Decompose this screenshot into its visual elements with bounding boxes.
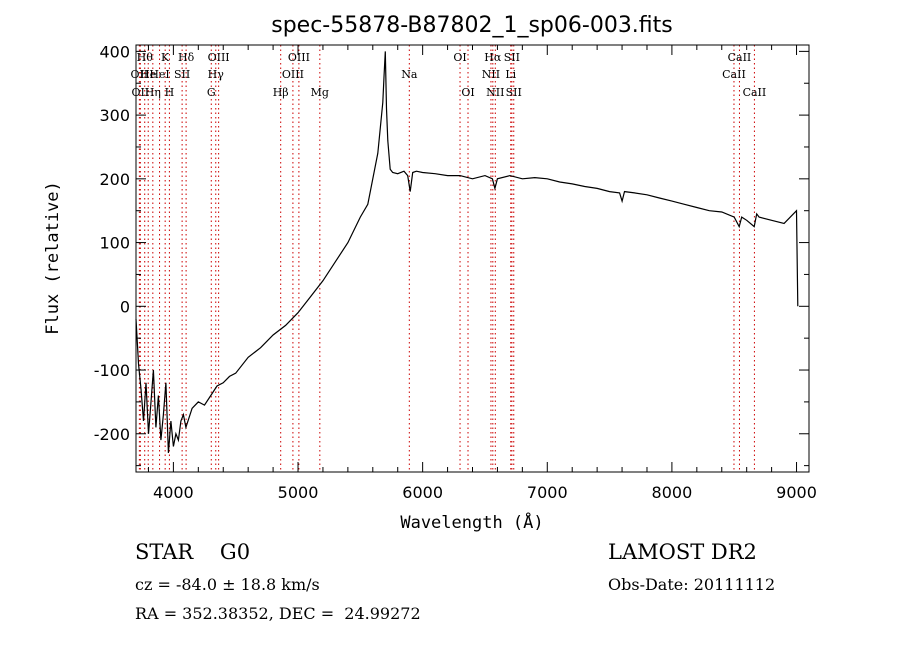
line-marker-label: OII bbox=[131, 68, 149, 81]
line-marker-label: Hη bbox=[145, 86, 161, 99]
line-marker-label: Mg bbox=[311, 86, 329, 99]
line-marker-label: Hα bbox=[484, 51, 502, 64]
line-marker-label: CaII bbox=[743, 86, 767, 99]
y-tick-label: 300 bbox=[99, 106, 130, 125]
x-tick-label: 5000 bbox=[278, 483, 319, 502]
line-marker-label: CaII bbox=[722, 68, 746, 81]
spectral-class: STAR G0 bbox=[135, 540, 251, 564]
line-marker-label: CaII bbox=[728, 51, 752, 64]
line-marker-labels: OIIOIIHθHeHηHeIKHSIIHδGHγOIIIHβOIIIOIIIM… bbox=[131, 51, 767, 99]
redshift-velocity: cz = -84.0 ± 18.8 km/s bbox=[135, 575, 320, 594]
y-tick-label: -200 bbox=[94, 425, 130, 444]
y-tick-label: 400 bbox=[99, 42, 130, 61]
line-marker-label: SII bbox=[504, 51, 520, 64]
y-tick-label: 100 bbox=[99, 234, 130, 253]
y-tick-label: 200 bbox=[99, 170, 130, 189]
y-axis-label: Flux (relative) bbox=[43, 181, 63, 335]
spectrum-chart: spec-55878-B87802_1_sp06-003.fits OII OII… bbox=[43, 13, 817, 533]
x-axis: 4000 5000 6000 7000 8000 9000 bbox=[147, 45, 817, 502]
spectrum-line bbox=[135, 51, 799, 453]
line-marker-label: OIII bbox=[288, 51, 310, 64]
line-marker-label: He bbox=[140, 68, 156, 81]
x-tick-label: 6000 bbox=[402, 483, 443, 502]
line-marker-label: Na bbox=[401, 68, 418, 81]
x-axis-label: Wavelength (Å) bbox=[400, 511, 543, 533]
line-marker-label: Hθ bbox=[137, 51, 154, 64]
coordinates: RA = 352.38352, DEC = 24.99272 bbox=[135, 604, 421, 623]
line-marker-label: NII bbox=[482, 68, 500, 81]
line-marker-label: H bbox=[165, 86, 175, 99]
line-marker-label: G bbox=[207, 86, 216, 99]
y-tick-label: -100 bbox=[94, 361, 130, 380]
observation-date: Obs-Date: 20111112 bbox=[608, 575, 776, 594]
survey-name: LAMOST DR2 bbox=[608, 540, 757, 564]
x-tick-label: 4000 bbox=[153, 483, 194, 502]
line-marker-label: OI bbox=[461, 86, 474, 99]
chart-title: spec-55878-B87802_1_sp06-003.fits bbox=[271, 13, 673, 38]
x-tick-label: 8000 bbox=[652, 483, 693, 502]
y-tick-label: 0 bbox=[120, 297, 130, 316]
line-marker-label: Hγ bbox=[208, 68, 225, 81]
line-marker-label: OI bbox=[453, 51, 466, 64]
x-tick-label: 7000 bbox=[527, 483, 568, 502]
line-marker-label: Hβ bbox=[273, 86, 289, 99]
line-markers bbox=[138, 45, 755, 472]
plot-frame bbox=[135, 44, 810, 473]
y-axis: -200 -100 0 100 200 300 400 bbox=[94, 42, 809, 467]
line-marker-label: HeI bbox=[149, 68, 169, 81]
line-marker-label: NII bbox=[486, 86, 504, 99]
line-marker-label: SII bbox=[174, 68, 190, 81]
line-marker-label: OIII bbox=[282, 68, 304, 81]
line-marker-label: Li bbox=[505, 68, 516, 81]
line-marker-label: OIII bbox=[208, 51, 230, 64]
line-marker-label: SII bbox=[506, 86, 522, 99]
line-marker-label: Hδ bbox=[178, 51, 195, 64]
line-marker-label: K bbox=[161, 51, 170, 64]
x-tick-label: 9000 bbox=[776, 483, 817, 502]
